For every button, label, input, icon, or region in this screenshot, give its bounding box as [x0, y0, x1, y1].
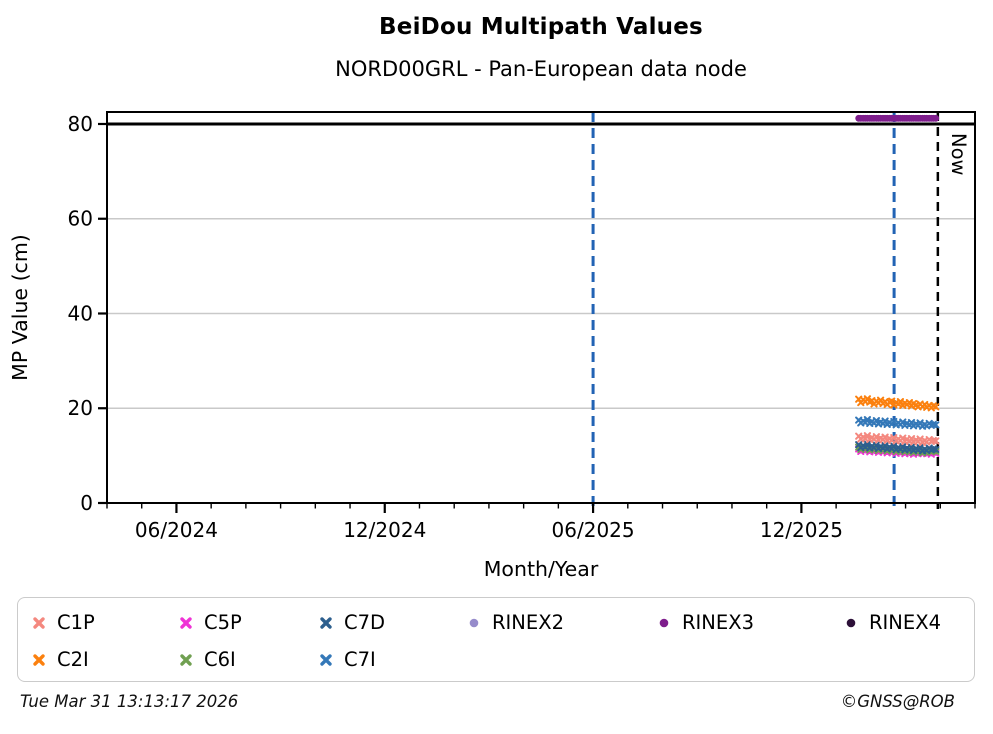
- legend-label: RINEX4: [869, 611, 941, 634]
- chart-subtitle: NORD00GRL - Pan-European data node: [335, 57, 747, 81]
- legend-label: C6I: [204, 648, 236, 671]
- series-rinex3: [855, 114, 940, 122]
- legend-label: C7I: [344, 648, 376, 671]
- legend-box: C1P C5P C7D RINEX2 RINEX3 RINEX4 C2I C6I C7I: [17, 597, 975, 682]
- x-tick-label: 06/2024: [135, 518, 218, 542]
- cross-marker-icon: [33, 653, 45, 666]
- legend-item-c7i: C7I: [318, 648, 466, 671]
- x-tick-label: 12/2025: [760, 518, 843, 542]
- chart-title: BeiDou Multipath Values: [379, 14, 703, 40]
- dot-marker-icon: [659, 618, 669, 627]
- series-c7i: [855, 416, 940, 430]
- legend-label: C1P: [57, 611, 95, 634]
- legend-label: RINEX2: [492, 611, 564, 634]
- legend-item-rinex4: RINEX4: [843, 611, 974, 634]
- cross-marker-icon: [180, 653, 192, 666]
- y-tick-label: 80: [68, 112, 93, 136]
- dot-marker-icon: [469, 618, 479, 627]
- x-tick-label: 06/2025: [552, 518, 635, 542]
- legend-item-c2i: C2I: [31, 648, 178, 671]
- now-label: Now: [947, 133, 970, 176]
- cross-marker-icon: [320, 616, 332, 629]
- cross-marker-icon: [320, 653, 332, 666]
- plot-border: [106, 111, 976, 504]
- y-tick-label: 20: [68, 396, 93, 420]
- y-axis-label: MP Value (cm): [8, 234, 32, 381]
- legend-item-c7d: C7D: [318, 611, 466, 634]
- series-c1p: [855, 432, 940, 446]
- timestamp-text: Tue Mar 31 13:13:17 2026: [20, 692, 239, 711]
- cross-marker-icon: [33, 616, 45, 629]
- legend-label: C5P: [204, 611, 242, 634]
- legend-label: C7D: [344, 611, 386, 634]
- x-axis-label: Month/Year: [484, 557, 599, 581]
- dot-marker-icon: [846, 618, 856, 627]
- legend-item-rinex2: RINEX2: [466, 611, 656, 634]
- x-tick-label: 12/2024: [343, 518, 426, 542]
- cross-marker-icon: [180, 616, 192, 629]
- legend-item-rinex3: RINEX3: [656, 611, 843, 634]
- chart-canvas: Now 0 20 40 60 80 06/2024 12/2024 06/2025 12/2025…: [8, 111, 976, 581]
- series-c2i: [855, 395, 940, 412]
- legend-item-c1p: C1P: [31, 611, 178, 634]
- series-c7d: [855, 440, 940, 455]
- legend-item-c5p: C5P: [178, 611, 318, 634]
- copyright-text: ©GNSS@ROB: [840, 692, 955, 711]
- legend-label: C2I: [57, 648, 89, 671]
- y-tick-label: 0: [80, 491, 93, 515]
- y-tick-label: 40: [68, 301, 93, 325]
- y-tick-label: 60: [68, 207, 93, 231]
- legend-label: RINEX3: [682, 611, 754, 634]
- legend-item-c6i: C6I: [178, 648, 318, 671]
